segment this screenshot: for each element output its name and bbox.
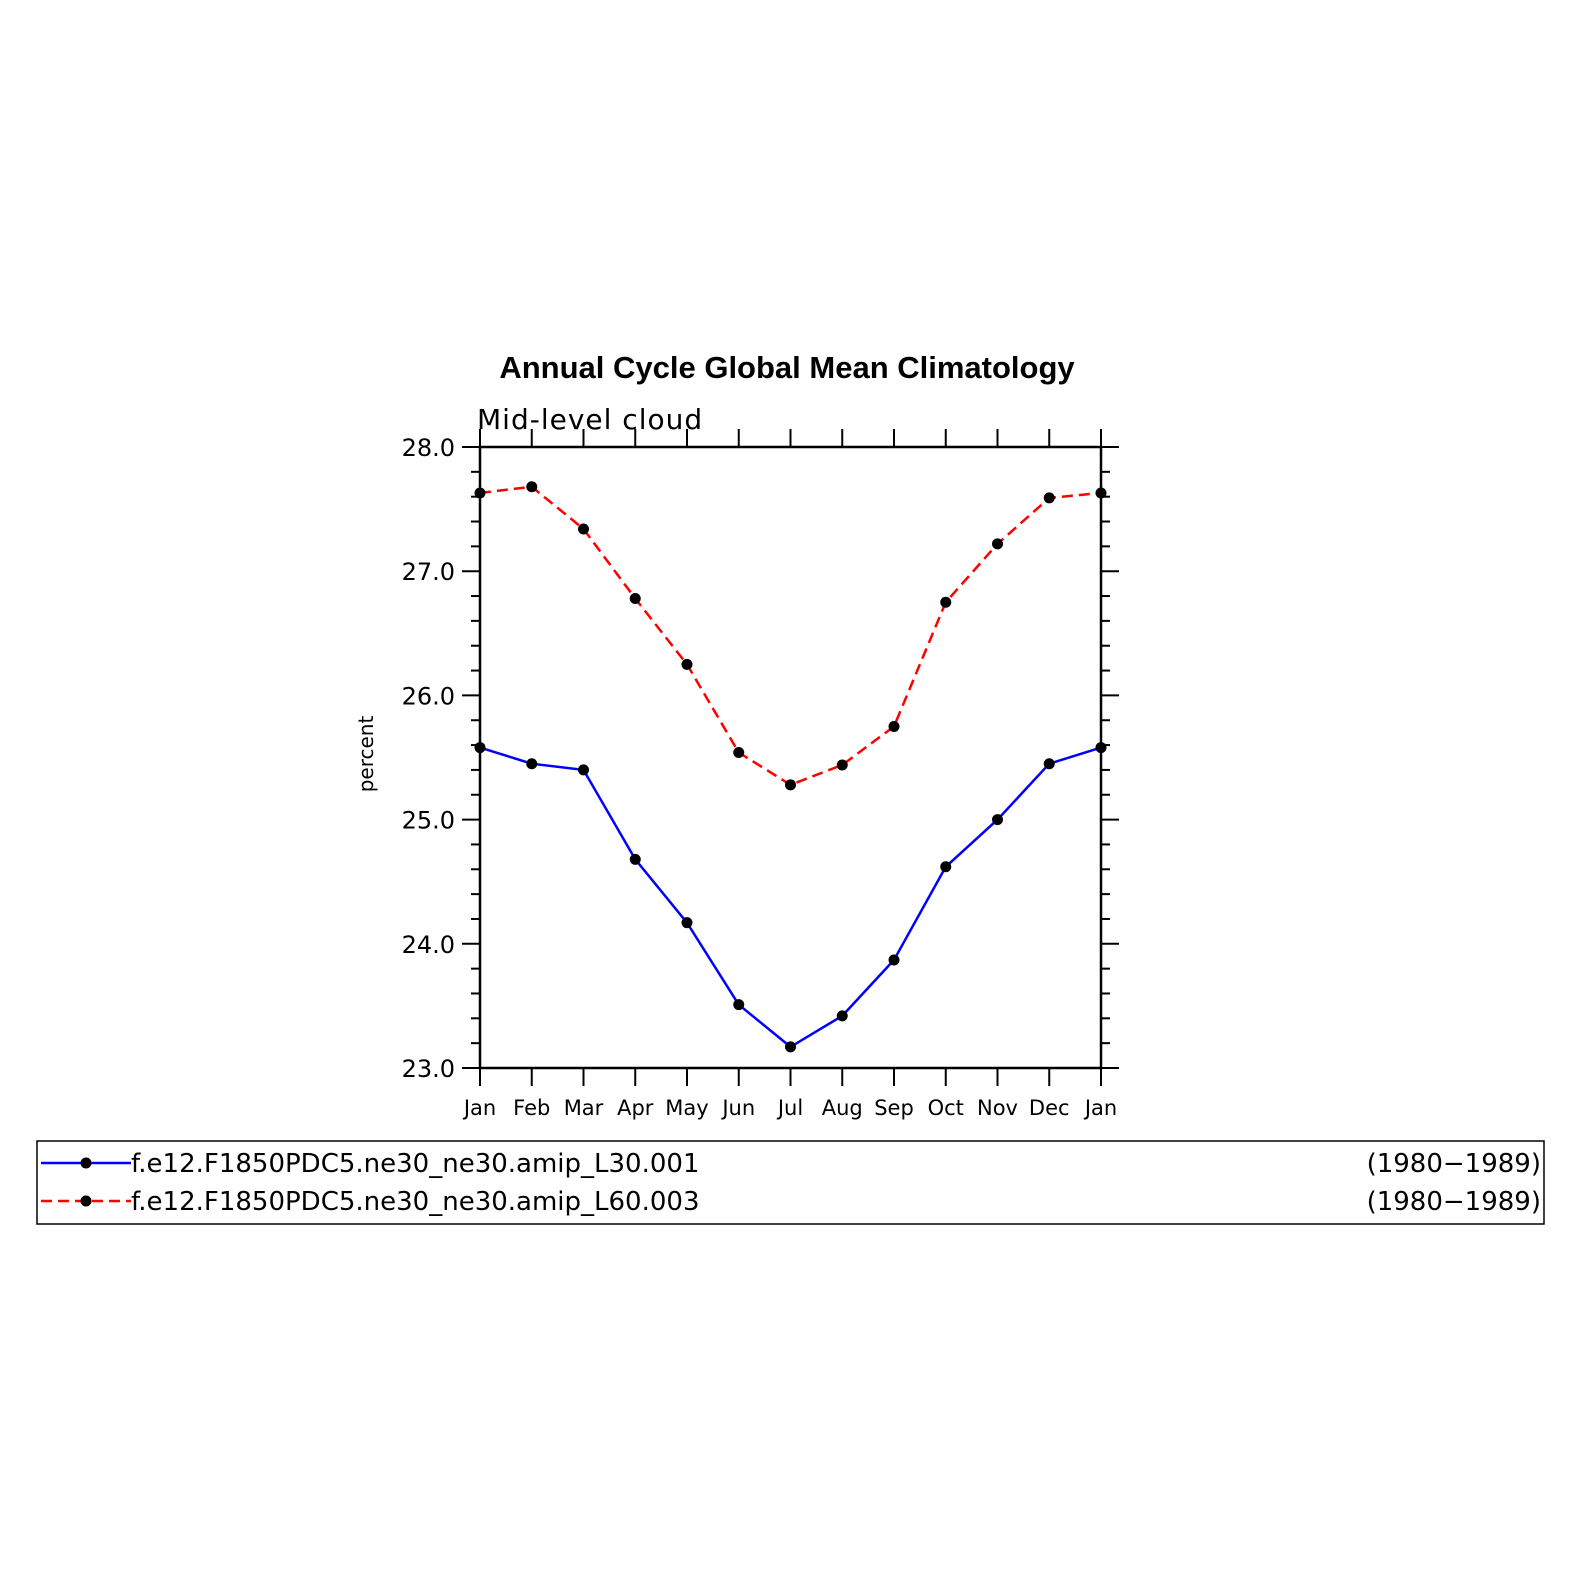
series-line-2: [479, 485, 1102, 787]
data-point-series-2: [629, 593, 641, 605]
x-tick-label: Jul: [776, 1096, 803, 1120]
data-point-series-2: [1043, 492, 1055, 504]
axes: 23.0 24.0 25.0 26.0 27.0 28.0 Jan Feb Mar Apr May J…: [402, 429, 1119, 1120]
chart-title: Annual Cycle Global Mean Climatology: [499, 350, 1075, 385]
data-point-series-2: [474, 487, 486, 499]
y-tick-label: 24.0: [402, 931, 455, 959]
y-tick-label: 23.0: [402, 1055, 455, 1083]
x-tick-label: Nov: [977, 1096, 1018, 1120]
data-point-series-1: [785, 1041, 796, 1053]
series-line-1: [479, 746, 1102, 1049]
x-tick-label: Feb: [513, 1096, 550, 1120]
legend-marker-1: [80, 1157, 92, 1169]
data-point-series-1: [940, 861, 952, 873]
data-point-series-1: [474, 742, 486, 754]
data-point-series-2: [992, 538, 1003, 550]
data-point-series-1: [992, 814, 1003, 826]
data-point-series-1: [733, 999, 745, 1011]
y-tick-label: 26.0: [402, 682, 455, 710]
data-point-series-2: [578, 523, 589, 535]
legend-period-1: (1980−1989): [1367, 1149, 1541, 1179]
y-tick-label: 28.0: [402, 434, 455, 462]
data-point-series-1: [888, 954, 900, 966]
data-point-series-2: [785, 779, 796, 791]
chart-subtitle: Mid-level cloud: [477, 403, 703, 436]
data-point-series-1: [836, 1010, 848, 1022]
x-tick-label: Sep: [874, 1096, 914, 1120]
data-point-series-1: [1095, 742, 1107, 754]
legend-box: [36, 1140, 1545, 1225]
series-layer: [474, 481, 1107, 1053]
data-point-series-2: [526, 481, 538, 493]
data-point-series-1: [1043, 758, 1055, 770]
data-point-series-1: [629, 853, 641, 865]
x-tick-label: Jan: [462, 1096, 496, 1120]
y-axis-label: percent: [354, 716, 378, 793]
x-tick-label: Mar: [564, 1096, 604, 1120]
data-point-series-1: [681, 917, 693, 929]
data-point-series-2: [681, 658, 693, 670]
plot-frame: [478, 445, 1103, 1070]
y-tick-label: 25.0: [402, 807, 455, 835]
x-tick-label: Oct: [928, 1096, 964, 1120]
data-point-series-1: [526, 758, 538, 770]
legend-label-2: f.e12.F1850PDC5.ne30_ne30.amip_L60.003: [131, 1187, 699, 1217]
data-point-series-2: [836, 759, 848, 771]
data-point-series-2: [888, 720, 900, 732]
x-tick-label: Jun: [720, 1096, 755, 1120]
legend-marker-2: [80, 1195, 92, 1207]
x-tick-label: Apr: [617, 1096, 654, 1120]
x-tick-label: Dec: [1029, 1096, 1070, 1120]
legend: f.e12.F1850PDC5.ne30_ne30.amip_L30.001 (1…: [36, 1140, 1545, 1225]
x-tick-label: Jan: [1083, 1096, 1117, 1120]
data-point-series-2: [733, 747, 745, 759]
data-point-series-1: [578, 764, 589, 776]
data-point-series-2: [940, 596, 952, 608]
legend-period-2: (1980−1989): [1367, 1187, 1541, 1217]
y-tick-label: 27.0: [402, 558, 455, 586]
x-tick-label: May: [665, 1096, 708, 1120]
x-tick-label: Aug: [822, 1096, 863, 1120]
data-point-series-2: [1095, 487, 1107, 499]
legend-label-1: f.e12.F1850PDC5.ne30_ne30.amip_L30.001: [131, 1149, 699, 1179]
